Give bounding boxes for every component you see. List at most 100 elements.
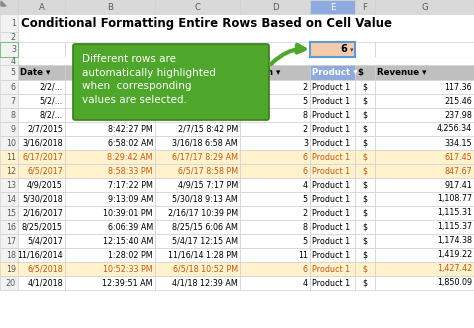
Text: Product 1: Product 1 <box>312 278 350 288</box>
Text: Product ▾: Product ▾ <box>312 68 357 77</box>
Text: 17: 17 <box>6 236 16 245</box>
Text: 334.15: 334.15 <box>444 138 472 148</box>
Text: $: $ <box>363 167 367 175</box>
Bar <box>375 234 474 248</box>
Text: 8/25/2015: 8/25/2015 <box>22 222 63 232</box>
Text: Revenue ▾: Revenue ▾ <box>377 68 427 77</box>
Text: 14: 14 <box>6 195 16 203</box>
Text: 8: 8 <box>303 222 308 232</box>
Text: 8:58:33 PM: 8:58:33 PM <box>109 167 153 175</box>
Text: 3/16/18 6:58 AM: 3/16/18 6:58 AM <box>173 138 238 148</box>
Bar <box>355 0 375 14</box>
Text: 6/5/18 10:52 PM: 6/5/18 10:52 PM <box>173 264 238 274</box>
Bar <box>18 42 65 57</box>
Text: 6: 6 <box>303 167 308 175</box>
Bar <box>155 136 240 150</box>
Text: 917.41: 917.41 <box>444 180 472 190</box>
Text: 5: 5 <box>303 236 308 245</box>
Text: 1,850.09: 1,850.09 <box>437 278 472 288</box>
Bar <box>65 220 155 234</box>
Bar <box>0 14 18 32</box>
Bar <box>355 192 375 206</box>
Text: 4: 4 <box>303 180 308 190</box>
Bar <box>310 178 355 192</box>
Text: 8: 8 <box>303 111 308 119</box>
Bar <box>18 234 65 248</box>
Bar <box>355 108 375 122</box>
Text: Product 1: Product 1 <box>312 125 350 133</box>
Text: 5: 5 <box>303 195 308 203</box>
Bar <box>240 234 310 248</box>
Bar <box>240 206 310 220</box>
Bar <box>0 206 18 220</box>
Text: 12:15:40 AM: 12:15:40 AM <box>103 236 153 245</box>
Bar <box>310 122 355 136</box>
Bar <box>375 206 474 220</box>
Bar <box>240 178 310 192</box>
Bar <box>375 276 474 290</box>
Bar <box>18 65 65 80</box>
Text: $: $ <box>363 236 367 245</box>
Text: 4: 4 <box>303 278 308 288</box>
Text: 16: 16 <box>6 222 16 232</box>
Text: AM: AM <box>223 96 238 106</box>
Text: 1,115.31: 1,115.31 <box>437 209 472 217</box>
Bar <box>375 150 474 164</box>
Bar <box>155 192 240 206</box>
Bar <box>240 42 310 57</box>
Bar <box>18 262 65 276</box>
Bar <box>155 262 240 276</box>
Bar <box>65 248 155 262</box>
Bar <box>65 122 155 136</box>
Bar <box>355 122 375 136</box>
Bar <box>18 0 65 14</box>
Bar <box>0 57 18 65</box>
Bar <box>155 122 240 136</box>
Bar <box>375 122 474 136</box>
Text: 4: 4 <box>11 56 16 66</box>
Text: B: B <box>107 3 113 11</box>
Bar <box>0 178 18 192</box>
Bar <box>18 122 65 136</box>
Text: 6: 6 <box>11 83 16 92</box>
Text: 8/2/...: 8/2/... <box>40 111 63 119</box>
Bar <box>310 80 355 94</box>
Bar <box>375 0 474 14</box>
Text: Date ▾: Date ▾ <box>20 68 50 77</box>
Text: G: G <box>421 3 428 11</box>
Text: 13: 13 <box>6 180 16 190</box>
Bar <box>0 32 18 42</box>
Bar <box>310 262 355 276</box>
Text: 8:29:42 AM: 8:29:42 AM <box>108 153 153 161</box>
Text: 5: 5 <box>11 68 16 77</box>
Text: 237.98: 237.98 <box>444 111 472 119</box>
Text: 6/5/2018: 6/5/2018 <box>27 264 63 274</box>
Text: Different rows are
automatically highlighted
when  corresponding
values are sele: Different rows are automatically highlig… <box>82 54 216 105</box>
Text: 1,427.42: 1,427.42 <box>437 264 472 274</box>
Text: 1,108.77: 1,108.77 <box>437 195 472 203</box>
Text: 3: 3 <box>303 138 308 148</box>
Text: 2: 2 <box>303 209 308 217</box>
Bar <box>355 42 375 57</box>
Text: 10: 10 <box>6 138 16 148</box>
Bar <box>65 94 155 108</box>
Bar <box>355 276 375 290</box>
Text: Product 1: Product 1 <box>312 209 350 217</box>
Text: $: $ <box>363 125 367 133</box>
Bar <box>310 94 355 108</box>
Text: 5/4/2017: 5/4/2017 <box>27 236 63 245</box>
Bar <box>0 32 474 42</box>
Text: 9:13:09 AM: 9:13:09 AM <box>108 195 153 203</box>
Text: Product 1: Product 1 <box>312 264 350 274</box>
Bar <box>355 164 375 178</box>
Text: 847.67: 847.67 <box>444 167 472 175</box>
Text: $: $ <box>363 222 367 232</box>
Text: 8/25/15 6:06 AM: 8/25/15 6:06 AM <box>172 222 238 232</box>
Text: $: $ <box>363 278 367 288</box>
Text: 6:06:39 AM: 6:06:39 AM <box>108 222 153 232</box>
Bar <box>18 164 65 178</box>
Text: ▾: ▾ <box>349 48 353 53</box>
Bar <box>18 220 65 234</box>
Bar <box>310 234 355 248</box>
Bar <box>375 65 474 80</box>
